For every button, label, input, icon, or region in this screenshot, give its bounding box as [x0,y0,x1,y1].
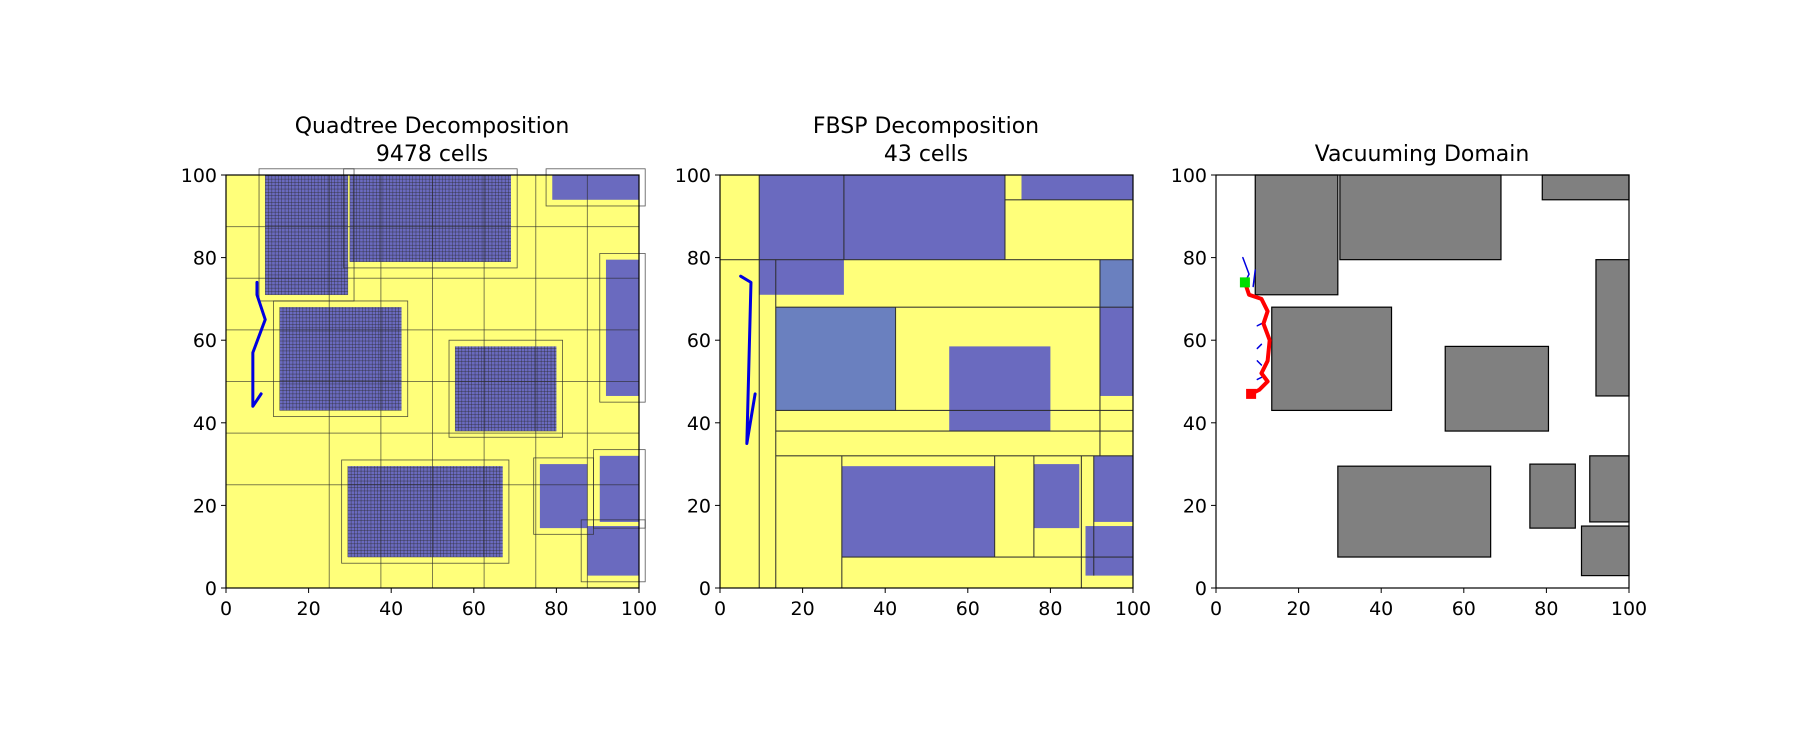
obstacle-border-cells [593,449,646,529]
search-branch [1256,360,1263,366]
y-tick-label: 60 [193,330,217,352]
obstacle-2 [1339,174,1502,261]
dense-subdivision-5 [347,466,503,558]
obstacle-border-cells [273,300,409,418]
search-branch [1256,322,1263,327]
x-tick-label: 40 [379,598,403,620]
y-tick-label: 100 [675,165,711,187]
quadtree-title-line1: Quadtree Decomposition [295,114,570,139]
domain-title: Vacuuming Domain [1315,142,1530,167]
panel-quadtree: Quadtree Decomposition 9478 cells 0 20 40 6… [181,114,657,620]
axes-frame [225,174,640,589]
obstacle-8 [1033,464,1080,529]
x-tick-label: 80 [544,598,568,620]
y-tick-label: 60 [687,330,711,352]
y-tick-label: 60 [1183,330,1207,352]
obstacle-10 [1085,526,1133,576]
obstacle-border-cells [545,168,646,207]
x-tick-label: 80 [1534,598,1558,620]
x-tick-label: 80 [1038,598,1062,620]
x-tick-label: 40 [873,598,897,620]
obstacle-6 [1595,259,1630,397]
dense-subdivision-3 [349,175,511,262]
obstacle-1 [265,175,348,295]
x-tick-label: 0 [1210,598,1222,620]
obstacle-6 [605,259,639,396]
quadtree-title-line2: 9478 cells [376,142,488,167]
y-tick-label: 100 [1171,165,1207,187]
x-tick-label: 20 [297,598,321,620]
obstacle-1 [1254,174,1339,296]
mixed-cell-2 [1099,259,1133,308]
panel-fbsp: FBSP Decomposition 43 cells 0 20 40 60 80 100… [675,114,1151,620]
obstacle-5 [1444,345,1550,432]
x-tick-label: 0 [714,598,726,620]
y-tick-label: 0 [205,578,217,600]
obstacle-9 [1589,455,1630,523]
y-tick-label: 40 [1183,413,1207,435]
y-tick-label: 80 [687,248,711,270]
y-tick-label: 40 [687,413,711,435]
search-branch [1256,343,1263,350]
x-tick-label: 100 [1115,598,1151,620]
obstacle-4 [1271,306,1393,412]
obstacle-7 [841,466,995,558]
obstacle-8 [539,464,588,529]
path [251,280,267,408]
obstacle-9 [1093,455,1133,522]
dense-subdivision-4 [454,346,557,432]
mixed-cell-1 [775,307,896,411]
obstacle-5 [949,346,1051,432]
x-tick-label: 60 [956,598,980,620]
x-tick-label: 0 [220,598,232,620]
goal-marker [1246,388,1257,399]
x-tick-label: 40 [1369,598,1393,620]
y-tick-label: 20 [687,495,711,517]
obstacle-10 [1580,525,1630,577]
fbsp-title-line2: 43 cells [884,142,968,167]
obstacle-9 [599,455,639,522]
x-tick-label: 60 [1452,598,1476,620]
obstacle-8 [1529,463,1576,529]
obstacle-border-cells [599,253,646,403]
x-tick-label: 100 [621,598,657,620]
obstacle-border-cells [341,459,510,564]
obstacle-border-cells [580,519,646,583]
y-tick-label: 20 [1183,495,1207,517]
obstacle-2 [759,259,844,295]
y-tick-label: 20 [193,495,217,517]
obstacle-border-cells [343,168,518,269]
obstacle-3 [552,175,639,200]
y-tick-label: 40 [193,413,217,435]
search-branch [1256,376,1263,381]
y-tick-label: 100 [181,165,217,187]
fbsp-title-line1: FBSP Decomposition [813,114,1039,139]
obstacle-7 [1337,465,1492,558]
path [739,274,757,445]
x-tick-label: 20 [791,598,815,620]
search-branch [1252,269,1256,288]
y-tick-label: 0 [699,578,711,600]
obstacle-3 [1021,175,1133,200]
axes-frame [1215,174,1630,589]
trajectory [1242,280,1272,396]
y-tick-label: 80 [193,248,217,270]
x-tick-label: 60 [462,598,486,620]
obstacle-5 [455,346,557,432]
panel-vacuuming-domain: Vacuuming Domain 0 20 40 60 80 100 0 20 40 60 80 10… [1171,142,1647,620]
y-tick-label: 80 [1183,248,1207,270]
obstacle-1 [759,175,1005,260]
obstacle-3 [1541,174,1630,201]
dense-subdivision-1 [279,307,402,411]
dense-subdivision-2 [264,175,349,296]
obstacle-10 [587,526,639,576]
obstacle-4 [279,307,402,411]
obstacle-border-cells [448,339,563,438]
start-marker [1239,277,1250,288]
axes-frame [719,174,1134,589]
x-tick-label: 20 [1287,598,1311,620]
x-tick-label: 100 [1611,598,1647,620]
y-tick-label: 0 [1195,578,1207,600]
